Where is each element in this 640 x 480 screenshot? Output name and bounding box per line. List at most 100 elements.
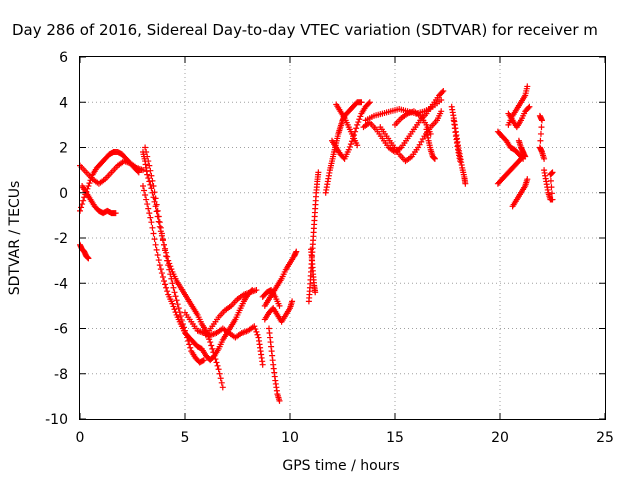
data-point (157, 224, 164, 231)
data-point (174, 301, 181, 308)
data-point (462, 180, 469, 187)
data-point (438, 108, 445, 115)
data-point (259, 361, 266, 368)
data-point (153, 201, 160, 208)
data-point (141, 187, 148, 194)
data-point (159, 274, 166, 281)
data-point (345, 146, 352, 153)
data-point (147, 181, 154, 188)
data-point (155, 213, 162, 220)
data-point (157, 266, 164, 273)
data-point (538, 124, 545, 131)
data-point (549, 169, 556, 176)
x-tick-label: 15 (386, 430, 404, 446)
data-point (541, 155, 548, 162)
data-point (159, 236, 166, 243)
data-point (526, 103, 533, 110)
data-point (207, 339, 214, 346)
y-tick-label: 4 (59, 95, 68, 111)
data-markers (77, 83, 556, 404)
data-point (85, 255, 92, 262)
data-point (170, 284, 177, 291)
data-point (161, 241, 167, 248)
data-point (78, 204, 85, 211)
data-point (165, 262, 172, 269)
data-point (152, 241, 159, 248)
data-point (539, 117, 545, 124)
data-point (162, 281, 169, 288)
data-point (172, 293, 179, 300)
data-point (289, 298, 296, 305)
data-point (142, 192, 149, 199)
data-point (146, 210, 153, 217)
data-point (254, 331, 261, 338)
data-point (253, 287, 260, 294)
data-point (149, 224, 156, 231)
data-point (154, 207, 161, 214)
data-point (214, 362, 221, 369)
y-axis-label: SDTVAR / TECUs (7, 181, 23, 296)
data-point (219, 384, 226, 391)
data-point (150, 230, 157, 237)
data-point (142, 144, 149, 151)
data-point (354, 121, 361, 128)
data-point (346, 143, 353, 150)
data-point (365, 100, 372, 107)
x-tick-label: 5 (181, 430, 190, 446)
data-point (144, 153, 151, 160)
x-axis-label: GPS time / hours (282, 458, 399, 474)
data-point (177, 313, 184, 320)
data-point (187, 344, 194, 351)
y-tick-label: -10 (45, 412, 68, 428)
plot-frame (79, 56, 606, 420)
data-point (163, 284, 170, 291)
data-point (153, 246, 160, 253)
data-point (152, 195, 159, 202)
data-point (156, 219, 163, 226)
data-point (358, 99, 365, 106)
data-point (163, 253, 170, 260)
data-point (168, 275, 175, 282)
data-point (172, 309, 179, 316)
x-tick-label: 20 (491, 430, 509, 446)
data-point (156, 262, 163, 269)
data-point (200, 357, 207, 364)
data-point (216, 370, 223, 377)
data-point (140, 182, 146, 189)
data-point (81, 194, 88, 201)
y-axis: -10 -8 -6 -4 -2 0 2 4 6 (45, 50, 605, 428)
data-point (145, 175, 152, 182)
grid (80, 57, 605, 419)
data-point (164, 288, 171, 295)
data-point (169, 280, 176, 287)
data-point (438, 96, 445, 103)
data-point (161, 277, 167, 284)
y-tick-label: 0 (59, 186, 68, 202)
data-point (186, 341, 193, 348)
y-tick-label: -4 (54, 276, 68, 292)
data-point (549, 196, 556, 203)
data-point (213, 359, 220, 366)
data-point (276, 302, 283, 309)
y-tick-label: -8 (54, 367, 68, 383)
data-point (144, 171, 151, 178)
data-point (140, 167, 146, 174)
data-point (158, 270, 165, 277)
data-point (431, 155, 438, 162)
data-point (175, 305, 182, 312)
data-point (347, 141, 354, 148)
data-point (537, 137, 544, 144)
data-point (215, 366, 222, 373)
data-point (170, 303, 177, 310)
data-point (293, 248, 300, 255)
data-point (457, 158, 464, 165)
data-point (148, 219, 155, 226)
data-point (537, 130, 544, 137)
data-point (169, 300, 176, 307)
data-point (357, 113, 364, 120)
data-point (85, 182, 92, 189)
data-point (251, 323, 258, 330)
data-point (356, 116, 363, 123)
data-point (353, 125, 360, 132)
